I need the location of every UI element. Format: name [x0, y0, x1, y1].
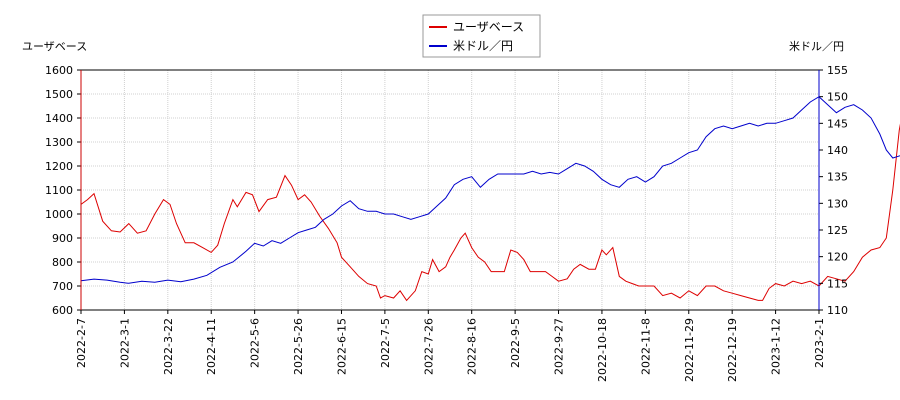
- x-tick-label: 2022-3-1: [118, 318, 131, 368]
- right-tick-label: 125: [827, 224, 848, 237]
- x-tick-label: 2022-7-5: [379, 318, 392, 368]
- x-tick-label: 2022-9-27: [553, 318, 566, 375]
- legend-label-series-0: ユーザベース: [453, 20, 524, 34]
- x-tick-label: 2022-9-5: [509, 318, 522, 368]
- series-line-0: [80, 123, 900, 302]
- x-tick-label: 2022-11-8: [639, 318, 652, 375]
- x-tick-label: 2022-4-11: [205, 318, 218, 375]
- x-tick-label: 2023-1-12: [770, 318, 783, 375]
- x-tick-label: 2022-2-7: [75, 318, 88, 368]
- legend-label-series-1: 米ドル／円: [453, 39, 513, 53]
- legend-box: [422, 14, 541, 58]
- left-tick-label: 1300: [45, 136, 73, 149]
- right-tick-label: 150: [827, 91, 848, 104]
- right-tick-label: 130: [827, 197, 848, 210]
- x-tick-label: 2022-6-15: [335, 318, 348, 375]
- left-axis-ticks: 600 700 800 900 1000 1100 1200 1300 1400 1500 1600: [45, 64, 82, 317]
- x-tick-label: 2022-10-18: [596, 318, 609, 382]
- left-tick-label: 800: [52, 256, 73, 269]
- left-tick-label: 1400: [45, 112, 73, 125]
- left-tick-label: 1200: [45, 160, 73, 173]
- left-tick-label: 700: [52, 280, 73, 293]
- x-tick-label: 2022-12-19: [726, 318, 739, 382]
- left-axis-title: ユーザベース: [22, 40, 87, 53]
- right-axis-ticks: 110 115 120 125 130 135 140 145 150 155: [818, 64, 848, 317]
- x-tick-label: 2022-3-22: [162, 318, 175, 375]
- x-tick-label: 2022-11-29: [683, 318, 696, 382]
- left-tick-label: 1000: [45, 208, 73, 221]
- series-layer: [80, 96, 900, 302]
- right-tick-label: 110: [827, 304, 848, 317]
- left-tick-label: 1500: [45, 88, 73, 101]
- right-axis-title: 米ドル／円: [789, 40, 844, 53]
- x-tick-label: 2022-5-6: [249, 318, 262, 368]
- right-tick-label: 115: [827, 277, 848, 290]
- left-tick-label: 600: [52, 304, 73, 317]
- x-tick-label: 2022-7-26: [422, 318, 435, 375]
- x-tick-label: 2023-2-1: [813, 318, 826, 368]
- left-tick-label: 900: [52, 232, 73, 245]
- x-axis-ticks: 2022-2-7 2022-3-1 2022-3-22 2022-4-11 2022-5…: [75, 310, 826, 382]
- left-tick-label: 1600: [45, 64, 73, 77]
- grid-lines: [80, 69, 820, 311]
- right-tick-label: 135: [827, 171, 848, 184]
- right-tick-label: 145: [827, 117, 848, 130]
- series-line-1: [80, 96, 900, 284]
- right-tick-label: 140: [827, 144, 848, 157]
- x-tick-label: 2022-5-26: [292, 318, 305, 375]
- legend: ユーザベース 米ドル／円: [422, 14, 541, 58]
- right-tick-label: 155: [827, 64, 848, 77]
- left-tick-label: 1100: [45, 184, 73, 197]
- right-tick-label: 120: [827, 251, 848, 264]
- x-tick-label: 2022-8-16: [466, 318, 479, 375]
